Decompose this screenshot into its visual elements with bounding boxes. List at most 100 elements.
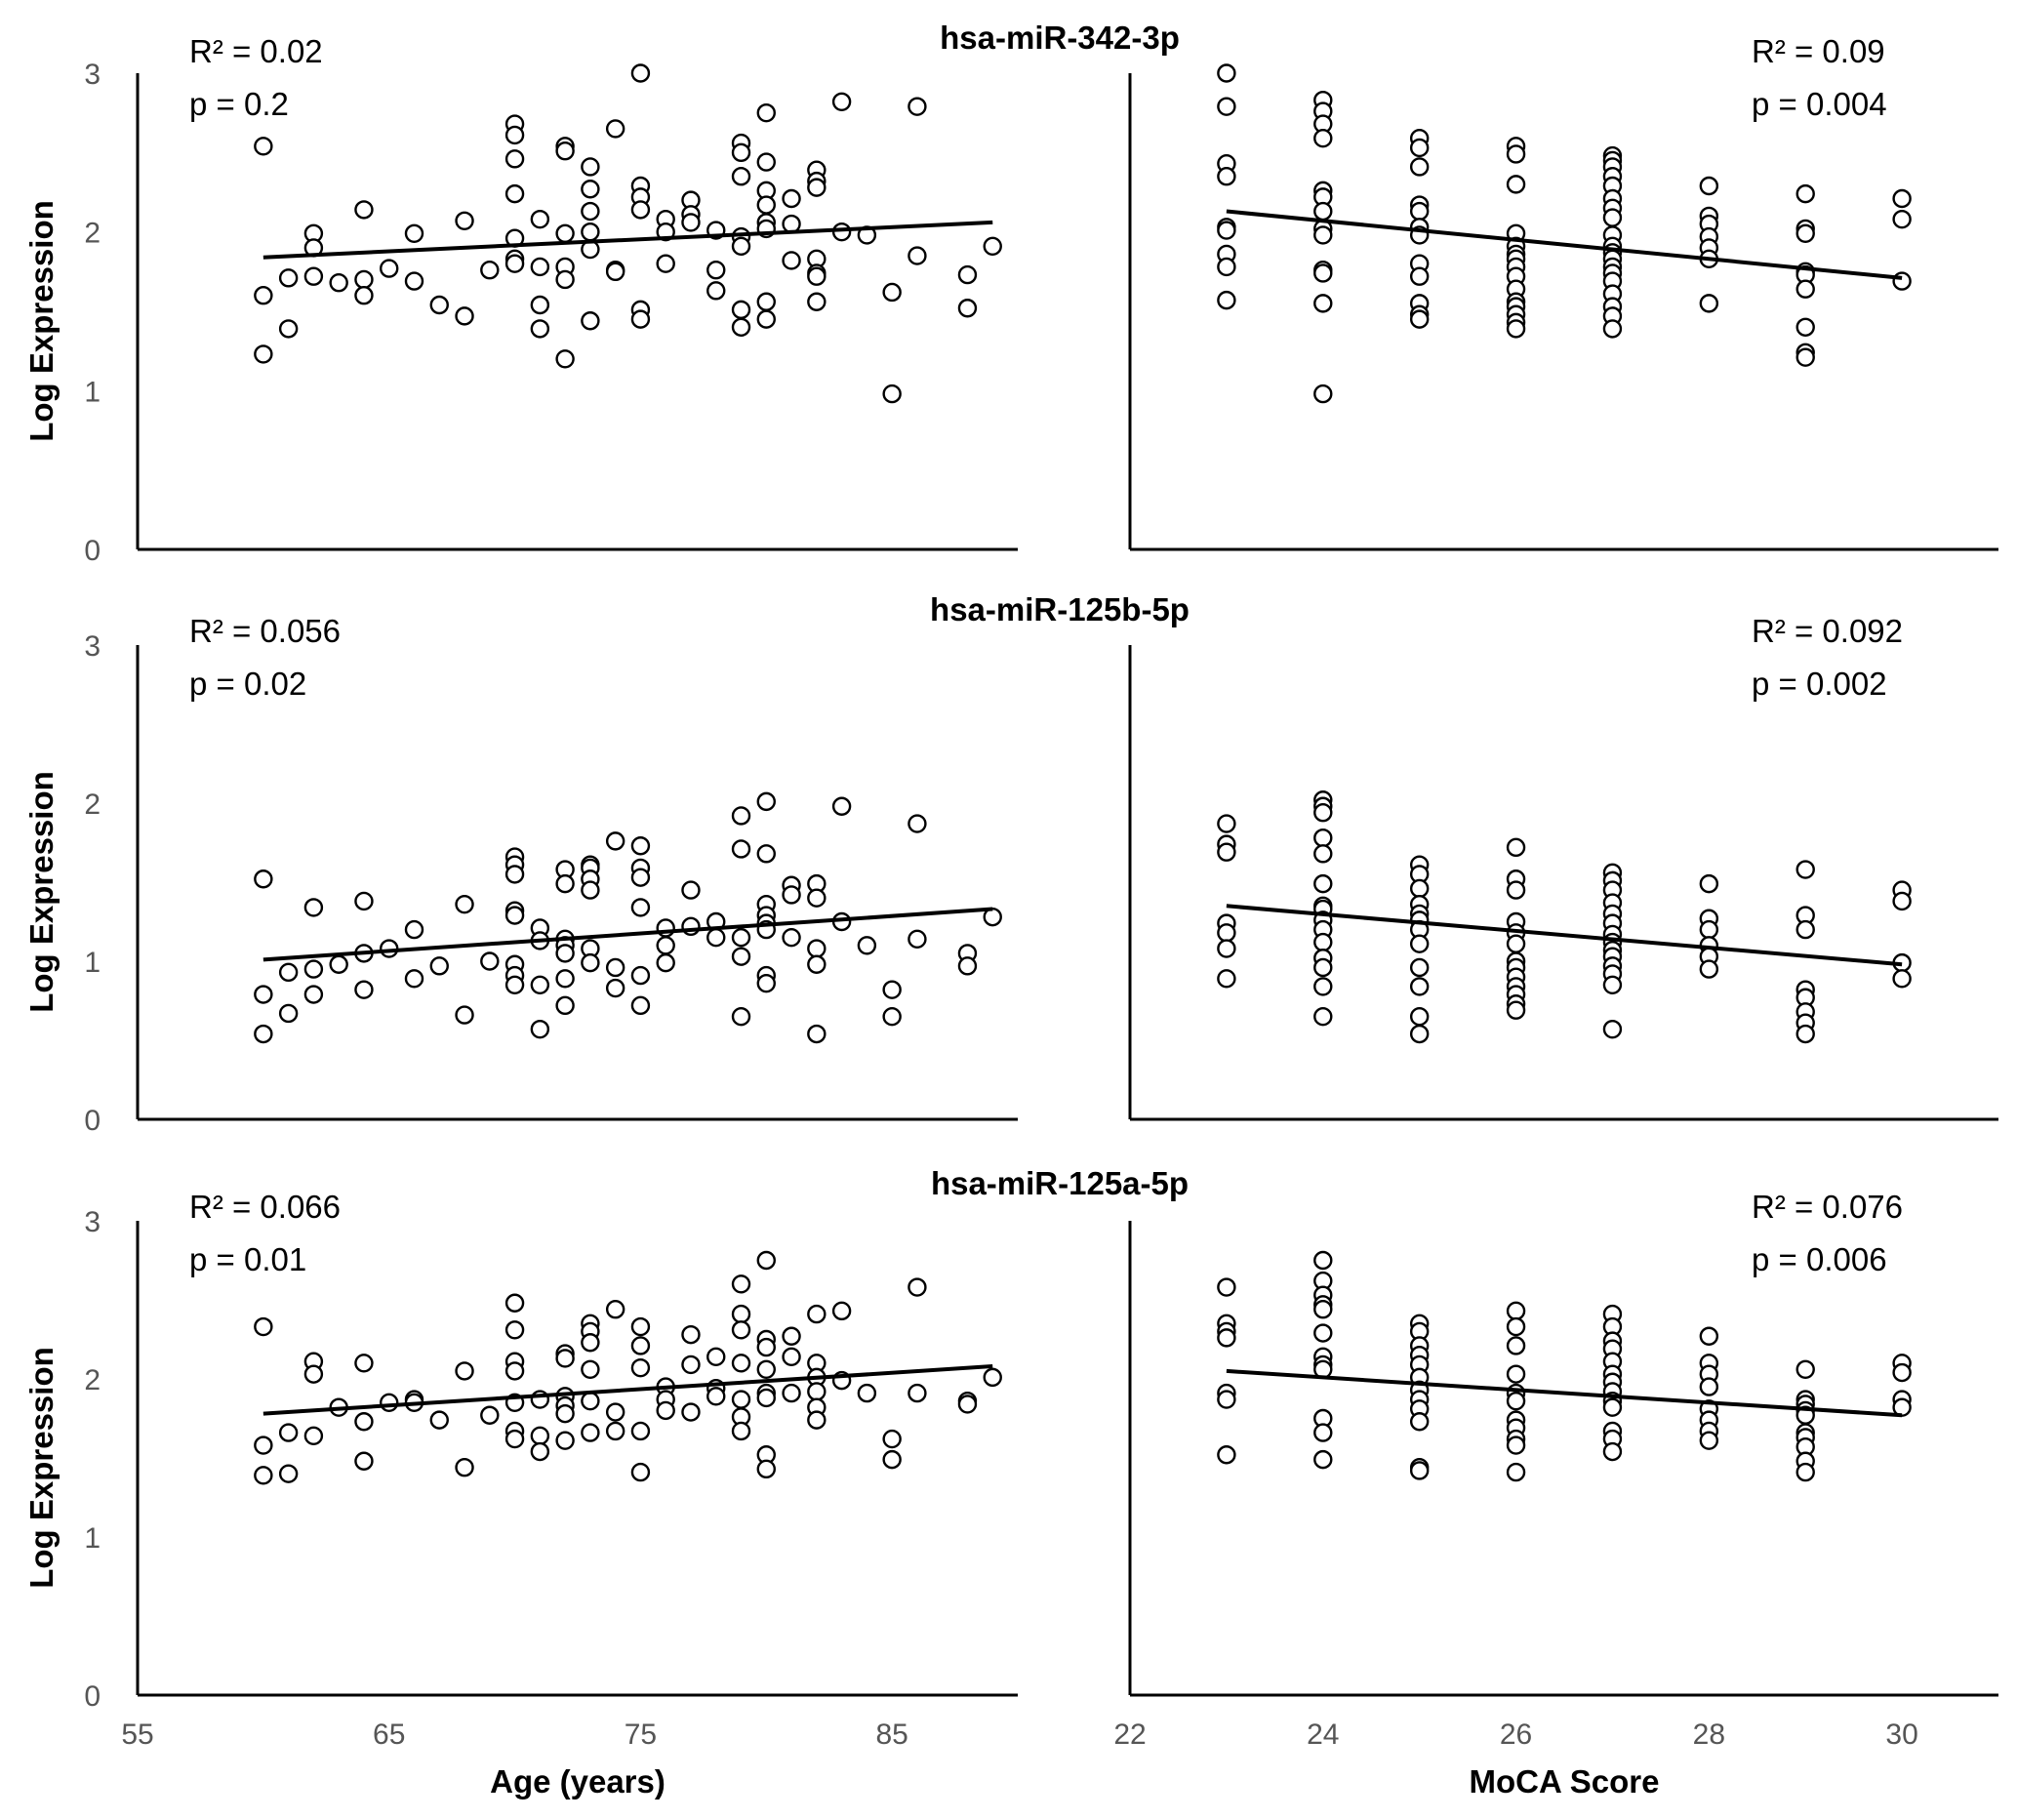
trend-line — [1226, 209, 1903, 280]
data-point — [1602, 208, 1623, 227]
data-point — [455, 306, 474, 326]
x-tick-label: 26 — [1500, 1719, 1532, 1751]
data-point — [1892, 209, 1912, 229]
data-point — [504, 865, 525, 884]
data-point — [303, 959, 324, 979]
data-point — [630, 1316, 651, 1337]
data-point — [1506, 1364, 1526, 1384]
data-point — [605, 1300, 625, 1319]
x-tick-label: 85 — [875, 1719, 908, 1751]
data-point — [882, 1429, 902, 1449]
data-point — [1699, 959, 1719, 979]
data-point — [731, 236, 751, 257]
data-point — [782, 885, 801, 905]
data-point — [354, 200, 374, 220]
data-point — [1699, 1377, 1719, 1396]
data-point — [756, 844, 776, 864]
data-point — [756, 973, 776, 993]
data-point — [756, 1337, 776, 1357]
y-tick-label: 0 — [84, 1680, 101, 1713]
data-point — [1313, 932, 1333, 952]
data-point — [1699, 873, 1719, 894]
data-point — [807, 1382, 827, 1401]
data-point — [581, 1359, 600, 1379]
data-point — [1699, 294, 1719, 313]
data-point — [756, 102, 776, 123]
data-point — [278, 962, 299, 983]
data-point — [380, 259, 399, 278]
data-point — [957, 956, 978, 976]
scatter-panel-4: R² = 0.092 p = 0.002 — [1128, 613, 1998, 1121]
data-point — [882, 1449, 902, 1470]
data-point — [1506, 319, 1526, 339]
data-point — [1795, 1024, 1815, 1044]
data-point — [1313, 263, 1333, 283]
data-point — [1506, 175, 1526, 194]
data-point — [731, 1304, 751, 1324]
data-point — [983, 1367, 1002, 1388]
data-point — [782, 1347, 801, 1367]
data-point — [681, 1324, 701, 1345]
data-point — [731, 142, 751, 163]
data-point — [681, 1402, 701, 1422]
y-tick-label: 0 — [84, 535, 101, 567]
data-point — [831, 796, 852, 816]
data-point — [1892, 891, 1912, 911]
y-tick-label: 1 — [84, 1522, 101, 1555]
x-tick-label: 22 — [1113, 1719, 1146, 1751]
data-point — [581, 952, 600, 973]
data-point — [1409, 1412, 1430, 1432]
data-point — [530, 257, 550, 277]
data-point — [1506, 144, 1526, 164]
data-point — [504, 254, 525, 273]
data-point — [1409, 266, 1430, 286]
data-point — [581, 1423, 600, 1442]
data-point — [404, 271, 424, 291]
data-point — [656, 952, 675, 973]
data-point — [756, 292, 776, 311]
data-point — [354, 1354, 374, 1373]
y-axis-title: Log Expression — [23, 771, 60, 1013]
data-point — [807, 1410, 827, 1430]
data-point — [329, 954, 348, 974]
data-point — [1217, 1445, 1236, 1465]
data-point — [957, 1395, 978, 1414]
data-point — [504, 1361, 525, 1381]
data-point — [555, 269, 575, 290]
r-squared-label: R² = 0.056 — [189, 613, 341, 649]
data-point — [1409, 1461, 1430, 1480]
data-point — [731, 1390, 751, 1409]
data-point — [731, 1421, 751, 1441]
data-point — [605, 262, 625, 282]
data-point — [1313, 1323, 1333, 1343]
data-point — [354, 1412, 374, 1432]
data-point — [656, 254, 675, 273]
data-point — [1217, 1277, 1236, 1297]
p-value-label: p = 0.01 — [189, 1241, 306, 1277]
x-tick-label: 30 — [1885, 1719, 1917, 1751]
data-point — [1699, 176, 1719, 196]
data-point — [1313, 873, 1333, 894]
data-point — [756, 1359, 776, 1379]
y-tick-label: 3 — [84, 59, 101, 91]
data-point — [1795, 919, 1815, 940]
x-axis-title: MoCA Score — [1470, 1763, 1660, 1800]
data-point — [1409, 878, 1430, 899]
data-point — [1313, 128, 1333, 148]
data-point — [1699, 1431, 1719, 1450]
data-point — [1795, 279, 1815, 299]
data-point — [1409, 138, 1430, 158]
data-point — [756, 1388, 776, 1408]
data-point — [706, 281, 726, 301]
data-point — [1892, 188, 1912, 209]
data-point — [1313, 1449, 1333, 1470]
data-point — [455, 211, 474, 230]
y-tick-label: 2 — [84, 1364, 101, 1396]
data-point — [807, 939, 827, 958]
data-point — [1892, 1362, 1912, 1383]
data-point — [504, 1429, 525, 1449]
data-point — [354, 980, 374, 999]
data-point — [681, 213, 701, 232]
data-point — [455, 1458, 474, 1477]
data-point — [731, 928, 751, 948]
